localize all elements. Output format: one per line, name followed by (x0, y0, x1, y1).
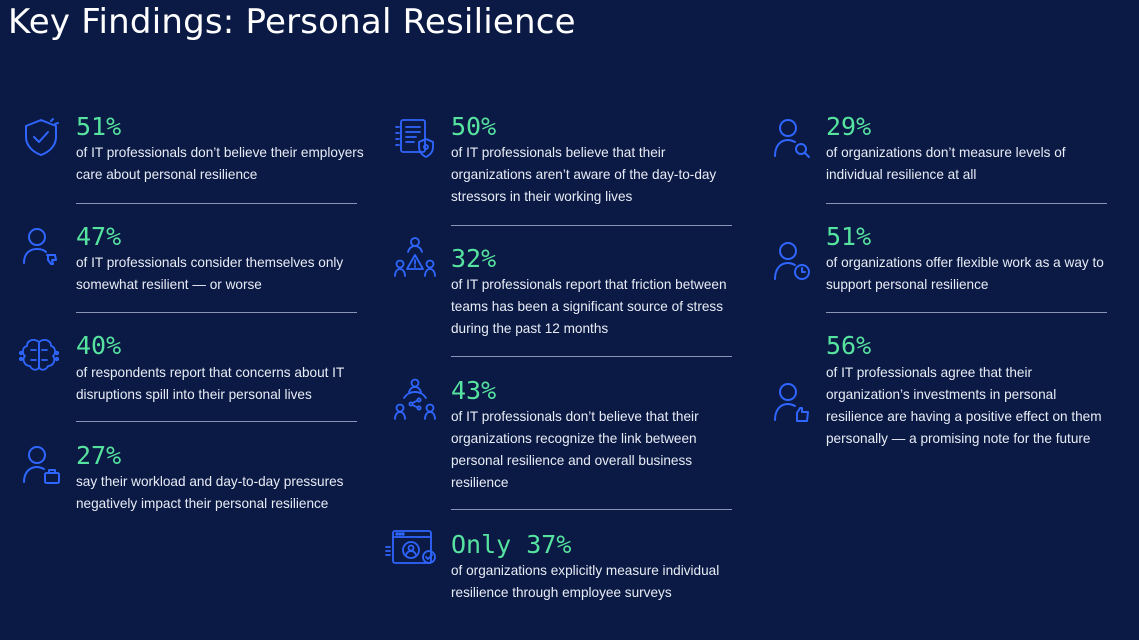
finding-text: of IT professionals don’t believe that t… (451, 409, 699, 490)
finding-stat: 47% (76, 222, 122, 251)
finding-stat: 27% (76, 441, 122, 470)
finding-stat: 51% (76, 112, 122, 141)
finding-text: of respondents report that concerns abou… (76, 365, 345, 402)
finding-stat: Only 37% (451, 530, 572, 559)
divider (451, 225, 732, 226)
person-thumbs-up-icon (771, 381, 813, 423)
divider (76, 421, 357, 422)
divider (76, 203, 357, 204)
finding-stat: 43% (451, 376, 497, 405)
team-share-icon (394, 378, 436, 420)
finding-text: say their workload and day-to-day pressu… (76, 474, 344, 511)
divider (76, 312, 357, 313)
page-title: Key Findings: Personal Resilience (8, 2, 576, 42)
finding-text: of IT professionals believe that their o… (451, 145, 717, 204)
person-clock-icon (771, 240, 813, 282)
finding-stat: 29% (826, 112, 872, 141)
finding-text: of organizations explicitly measure indi… (451, 563, 720, 600)
finding-text: of IT professionals consider themselves … (76, 255, 344, 292)
divider (826, 312, 1107, 313)
finding-text: of organizations don’t measure levels of… (826, 145, 1066, 182)
survey-window-icon (385, 527, 439, 569)
team-warning-icon (394, 236, 436, 278)
finding-text: of IT professionals report that friction… (451, 277, 727, 336)
finding-text: of IT professionals agree that their org… (826, 365, 1102, 446)
divider (451, 509, 732, 510)
divider (826, 203, 1107, 204)
finding-stat: 50% (451, 112, 497, 141)
divider (451, 356, 732, 357)
finding-stat: 32% (451, 244, 497, 273)
shield-check-icon (20, 116, 62, 158)
finding-text: of IT professionals don’t believe their … (76, 145, 364, 182)
finding-stat: 40% (76, 331, 122, 360)
finding-stat: 51% (826, 222, 872, 251)
document-shield-icon (394, 117, 436, 159)
person-search-icon (771, 117, 813, 159)
brain-circuit-icon (18, 334, 60, 376)
finding-stat: 56% (826, 331, 872, 360)
finding-text: of organizations offer flexible work as … (826, 255, 1104, 292)
person-briefcase-icon (20, 444, 62, 486)
person-thumbs-down-icon (20, 225, 62, 267)
